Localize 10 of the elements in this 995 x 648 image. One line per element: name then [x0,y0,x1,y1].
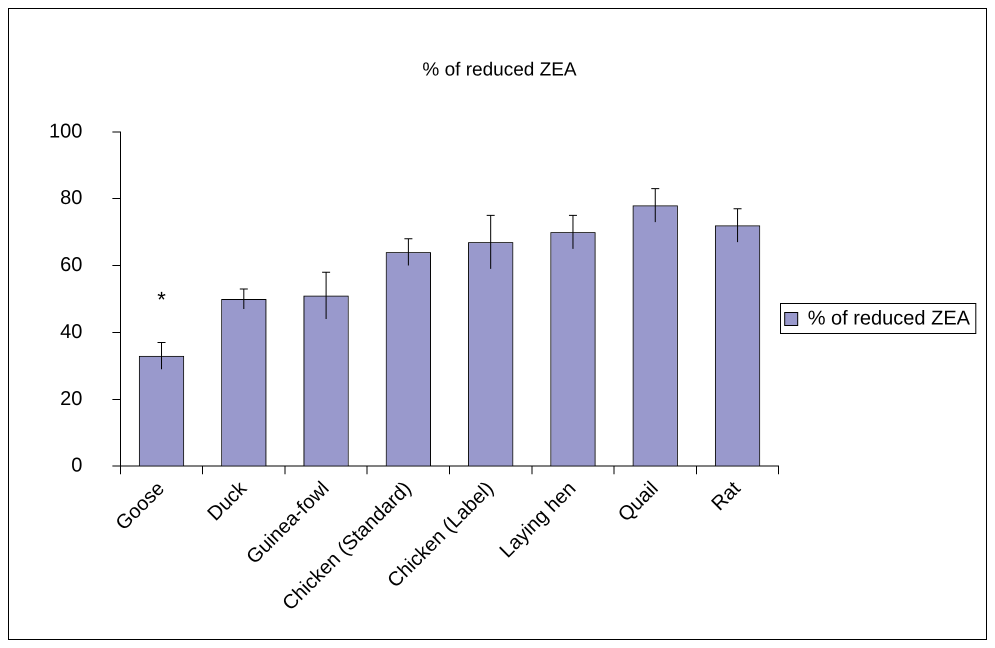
y-tick-label: 0 [71,454,82,477]
y-tick-label: 100 [48,120,82,142]
annotation: * [157,286,166,312]
y-tick-label: 60 [60,254,82,276]
chart-title: % of reduced ZEA [422,60,577,81]
x-tick-label: Rat [707,477,746,516]
y-tick-label: 80 [60,187,82,210]
legend-label: % of reduced ZEA [808,308,971,330]
y-tick-label: 40 [60,320,82,343]
y-tick-label: 20 [60,388,82,410]
